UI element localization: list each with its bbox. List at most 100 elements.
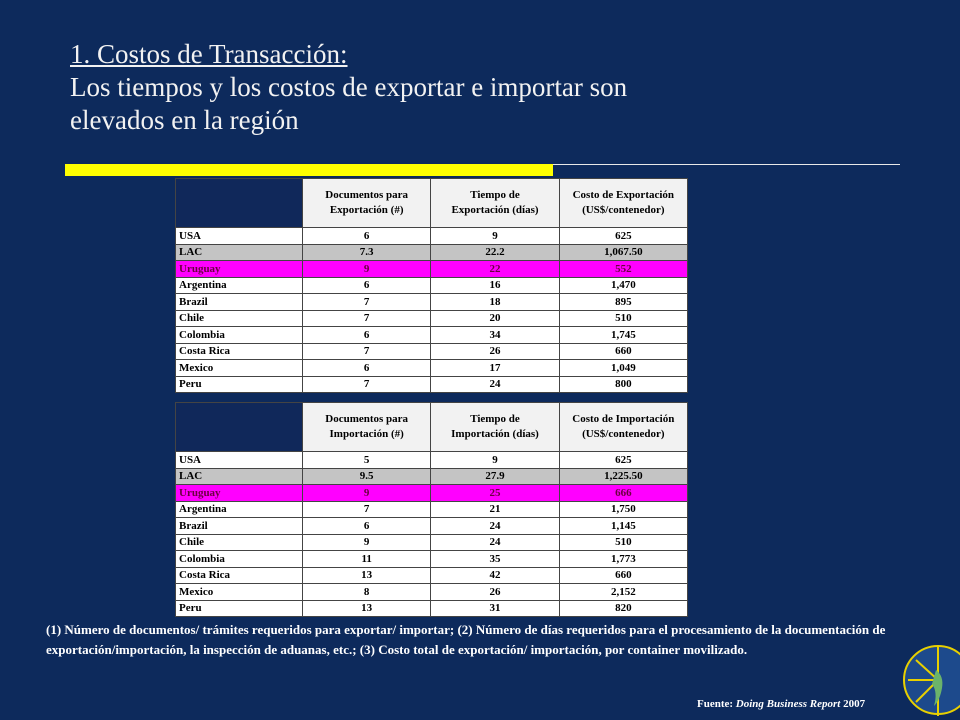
table-cell: 625 xyxy=(558,451,689,469)
table-cell: 7 xyxy=(301,309,432,327)
table-cell: 895 xyxy=(558,293,689,311)
table-row: USA 6 9 625 xyxy=(175,227,689,245)
table-cell: Argentina xyxy=(175,276,303,294)
table-cell: 9 xyxy=(301,533,432,551)
table-cell: Colombia xyxy=(175,550,303,568)
header-text: Exportación (#) xyxy=(329,204,404,216)
footnote: (1) Número de documentos/ trámites reque… xyxy=(46,622,886,657)
table-cell: 1,145 xyxy=(558,517,689,535)
table-cell: 6 xyxy=(301,326,432,344)
table-cell: 7 xyxy=(301,500,432,518)
table-cell: 9 xyxy=(301,260,432,278)
table-cell: Mexico xyxy=(175,583,303,601)
title-line: elevados en la región xyxy=(70,105,299,135)
table-cell: 22 xyxy=(430,260,560,278)
header-row: Documentos para Exportación (#) Tiempo de E… xyxy=(175,178,689,228)
table-cell: Peru xyxy=(175,375,303,393)
title-line: Los tiempos y los costos de exportar e i… xyxy=(70,72,628,102)
table-row: Peru 13 31 820 xyxy=(175,599,689,617)
table-cell: 9.5 xyxy=(301,467,432,485)
table-cell: LAC xyxy=(175,467,303,485)
table-cell: 8 xyxy=(301,583,432,601)
table-row: Mexico 8 26 2,152 xyxy=(175,583,689,601)
title: 1. Costos de Transacción: Los tiempos y … xyxy=(70,38,627,137)
table-cell: 34 xyxy=(430,326,560,344)
table-cell: 2,152 xyxy=(558,583,689,601)
header-cell: Costo de Exportación (US$/contenedor) xyxy=(558,178,689,228)
header-text: Costo de Importación xyxy=(572,413,675,425)
header-row: Documentos para Importación (#) Tiempo de I… xyxy=(175,402,689,452)
table-cell: 35 xyxy=(430,550,560,568)
table-cell: 6 xyxy=(301,276,432,294)
header-cell: Costo de Importación (US$/contenedor) xyxy=(558,402,689,452)
header-cell: Tiempo de Importación (días) xyxy=(430,402,560,452)
table-cell: Peru xyxy=(175,599,303,617)
table-cell: Uruguay xyxy=(175,484,303,502)
table-cell: Colombia xyxy=(175,326,303,344)
table-row: Colombia 11 35 1,773 xyxy=(175,550,689,568)
table-cell: 16 xyxy=(430,276,560,294)
table-cell: 20 xyxy=(430,309,560,327)
table-row: Argentina 7 21 1,750 xyxy=(175,500,689,518)
table-cell: 625 xyxy=(558,227,689,245)
table-row: USA 5 9 625 xyxy=(175,451,689,469)
table-cell: 13 xyxy=(301,599,432,617)
table-row: LAC 9.5 27.9 1,225.50 xyxy=(175,467,689,485)
table-cell: 26 xyxy=(430,342,560,360)
table-cell: Costa Rica xyxy=(175,566,303,584)
table-cell: 9 xyxy=(301,484,432,502)
table-cell: 7.3 xyxy=(301,243,432,261)
table-row: Uruguay 9 25 666 xyxy=(175,484,689,502)
table-cell: 7 xyxy=(301,342,432,360)
table-cell: 7 xyxy=(301,375,432,393)
table-cell: 24 xyxy=(430,517,560,535)
table-cell: 1,225.50 xyxy=(558,467,689,485)
table-cell: Mexico xyxy=(175,359,303,377)
table-cell: 1,049 xyxy=(558,359,689,377)
table-cell: 6 xyxy=(301,227,432,245)
table-cell: 510 xyxy=(558,309,689,327)
table-cell: 22.2 xyxy=(430,243,560,261)
header-text: Exportación (días) xyxy=(451,204,539,216)
table-row: LAC 7.3 22.2 1,067.50 xyxy=(175,243,689,261)
table-cell: 1,773 xyxy=(558,550,689,568)
header-text: Documentos para xyxy=(325,413,409,425)
table-cell: 11 xyxy=(301,550,432,568)
table-row: Colombia 6 34 1,745 xyxy=(175,326,689,344)
header-text: Tiempo de xyxy=(470,413,520,425)
header-cell: Documentos para Exportación (#) xyxy=(301,178,432,228)
table-row: Brazil 6 24 1,145 xyxy=(175,517,689,535)
header-text: Importación (#) xyxy=(329,428,404,440)
table-cell: 1,745 xyxy=(558,326,689,344)
table-cell: 13 xyxy=(301,566,432,584)
header-text: (US$/contenedor) xyxy=(582,204,665,216)
header-text: Costo de Exportación xyxy=(572,189,675,201)
table-cell: Uruguay xyxy=(175,260,303,278)
table-row: Costa Rica 7 26 660 xyxy=(175,342,689,360)
rule-line xyxy=(553,164,900,165)
table-cell: 1,067.50 xyxy=(558,243,689,261)
table-cell: Argentina xyxy=(175,500,303,518)
table-cell: 660 xyxy=(558,566,689,584)
header-text: (US$/contenedor) xyxy=(582,428,665,440)
table-cell: 9 xyxy=(430,227,560,245)
title-line: 1. Costos de Transacción: xyxy=(70,39,348,69)
header-text: Tiempo de xyxy=(470,189,520,201)
table-cell: 820 xyxy=(558,599,689,617)
table-cell: Costa Rica xyxy=(175,342,303,360)
table-row: Chile 7 20 510 xyxy=(175,309,689,327)
table-cell: USA xyxy=(175,451,303,469)
table-cell: 31 xyxy=(430,599,560,617)
table-cell: 6 xyxy=(301,359,432,377)
table-row: Costa Rica 13 42 660 xyxy=(175,566,689,584)
table-cell: LAC xyxy=(175,243,303,261)
table-cell: 24 xyxy=(430,375,560,393)
table-row: Chile 9 24 510 xyxy=(175,533,689,551)
header-cell: Tiempo de Exportación (días) xyxy=(430,178,560,228)
table-row: Uruguay 9 22 552 xyxy=(175,260,689,278)
table-cell: Chile xyxy=(175,309,303,327)
table-cell: 9 xyxy=(430,451,560,469)
table-row: Peru 7 24 800 xyxy=(175,375,689,393)
header-text: Documentos para xyxy=(325,189,409,201)
